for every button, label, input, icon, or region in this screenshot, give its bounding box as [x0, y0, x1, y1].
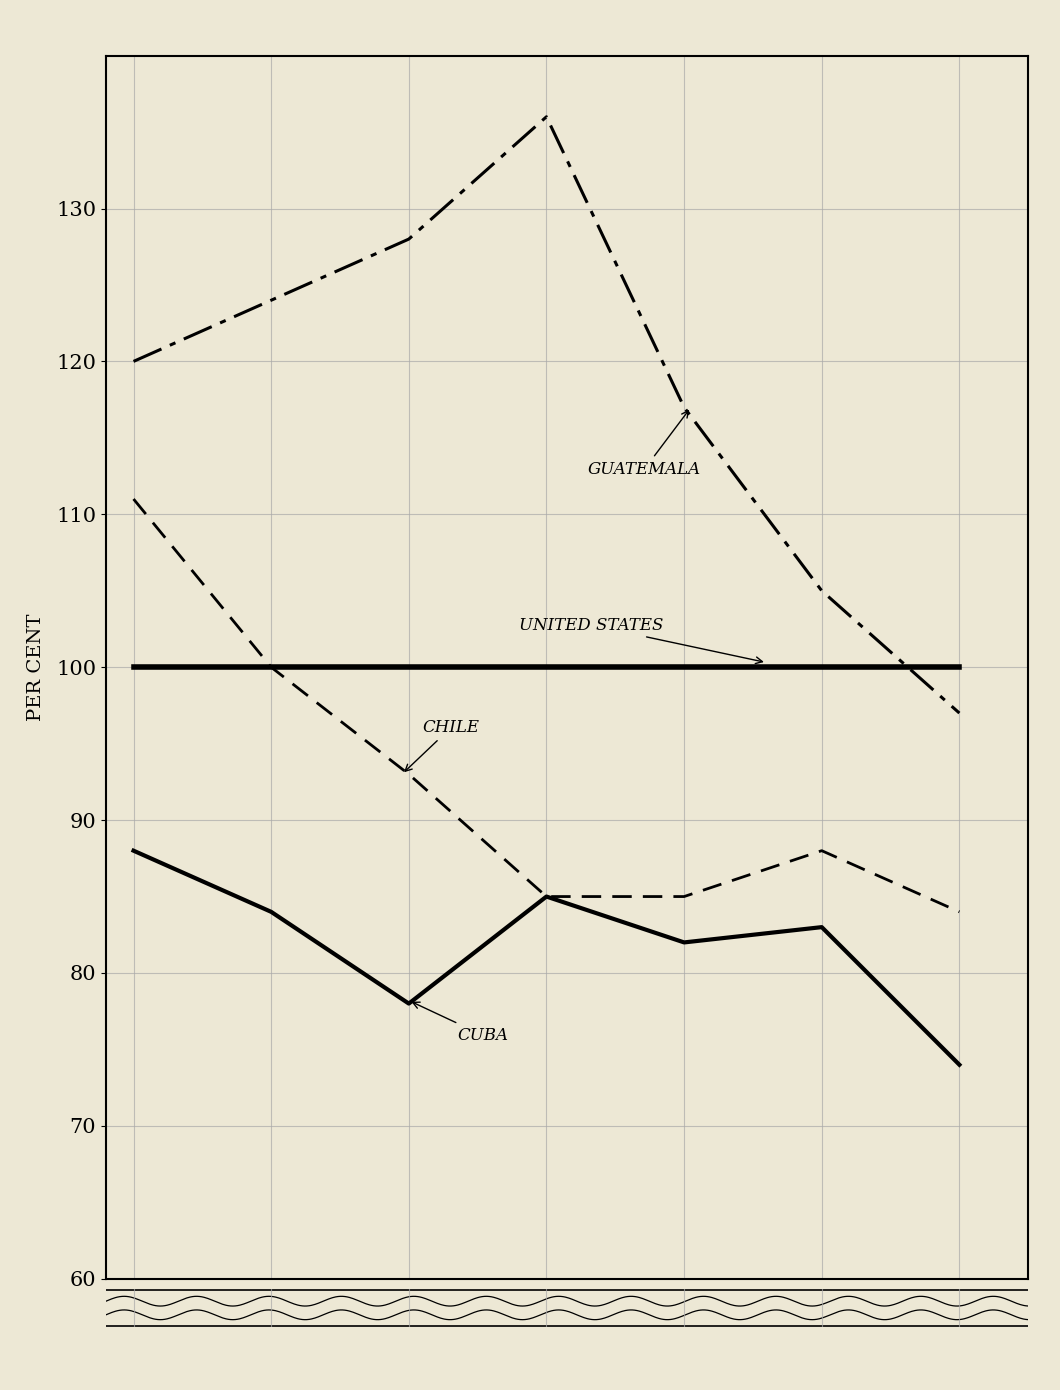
Text: GUATEMALA: GUATEMALA: [587, 410, 701, 478]
Text: UNITED STATES: UNITED STATES: [519, 617, 762, 663]
Text: CUBA: CUBA: [412, 1002, 508, 1044]
Text: CHILE: CHILE: [405, 719, 479, 771]
Y-axis label: PER CENT: PER CENT: [28, 613, 45, 721]
